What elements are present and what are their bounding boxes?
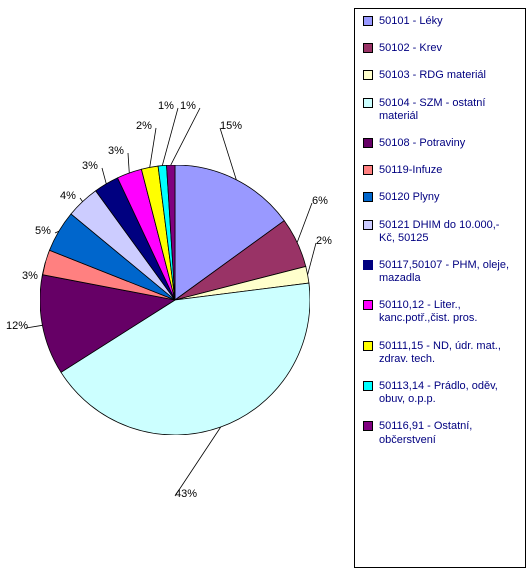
- legend-item: 50101 - Léky: [363, 15, 517, 28]
- pct-label: 4%: [60, 190, 76, 202]
- pie-chart: [40, 165, 310, 435]
- pct-label: 43%: [175, 488, 197, 500]
- legend-item: 50103 - RDG materiál: [363, 69, 517, 82]
- pct-label: 3%: [22, 270, 38, 282]
- legend-swatch: [363, 192, 373, 202]
- pct-label: 3%: [108, 145, 124, 157]
- legend-item: 50104 - SZM - ostatní materiál: [363, 97, 517, 123]
- legend-item: 50113,14 - Prádlo, oděv, obuv, o.p.p.: [363, 380, 517, 406]
- legend-item: 50110,12 - Liter., kanc.potř.,čist. pros…: [363, 299, 517, 325]
- legend-label: 50117,50107 - PHM, oleje, mazadla: [379, 259, 517, 285]
- legend-label: 50103 - RDG materiál: [379, 69, 517, 82]
- legend-item: 50102 - Krev: [363, 42, 517, 55]
- legend-label: 50121 DHIM do 10.000,- Kč, 50125: [379, 219, 517, 245]
- legend-item: 50116,91 - Ostatní, občerstvení: [363, 420, 517, 446]
- legend-label: 50104 - SZM - ostatní materiál: [379, 97, 517, 123]
- legend-label: 50111,15 - ND, údr. mat., zdrav. tech.: [379, 340, 517, 366]
- legend-label: 50102 - Krev: [379, 42, 517, 55]
- pct-label: 1%: [180, 100, 196, 112]
- legend-label: 50119-Infuze: [379, 164, 517, 177]
- legend-swatch: [363, 165, 373, 175]
- legend-label: 50116,91 - Ostatní, občerstvení: [379, 420, 517, 446]
- pct-label: 3%: [82, 160, 98, 172]
- legend-swatch: [363, 300, 373, 310]
- legend: 50101 - Léky 50102 - Krev 50103 - RDG mate…: [354, 8, 526, 568]
- pct-label: 5%: [35, 225, 51, 237]
- legend-swatch: [363, 341, 373, 351]
- legend-swatch: [363, 260, 373, 270]
- legend-swatch: [363, 421, 373, 431]
- legend-swatch: [363, 98, 373, 108]
- legend-swatch: [363, 70, 373, 80]
- legend-label: 50108 - Potraviny: [379, 137, 517, 150]
- chart-canvas: 50101 - Léky 50102 - Krev 50103 - RDG mate…: [0, 0, 532, 576]
- pct-label: 2%: [316, 235, 332, 247]
- legend-swatch: [363, 43, 373, 53]
- legend-item: 50111,15 - ND, údr. mat., zdrav. tech.: [363, 340, 517, 366]
- pct-label: 12%: [6, 320, 28, 332]
- legend-swatch: [363, 381, 373, 391]
- legend-label: 50120 Plyny: [379, 191, 517, 204]
- legend-item: 50119-Infuze: [363, 164, 517, 177]
- legend-swatch: [363, 138, 373, 148]
- legend-item: 50108 - Potraviny: [363, 137, 517, 150]
- legend-item: 50121 DHIM do 10.000,- Kč, 50125: [363, 219, 517, 245]
- legend-swatch: [363, 220, 373, 230]
- pct-label: 15%: [220, 120, 242, 132]
- legend-item: 50117,50107 - PHM, oleje, mazadla: [363, 259, 517, 285]
- legend-label: 50110,12 - Liter., kanc.potř.,čist. pros…: [379, 299, 517, 325]
- legend-item: 50120 Plyny: [363, 191, 517, 204]
- legend-label: 50113,14 - Prádlo, oděv, obuv, o.p.p.: [379, 380, 517, 406]
- pct-label: 1%: [158, 100, 174, 112]
- legend-label: 50101 - Léky: [379, 15, 517, 28]
- pct-label: 2%: [136, 120, 152, 132]
- legend-swatch: [363, 16, 373, 26]
- pct-label: 6%: [312, 195, 328, 207]
